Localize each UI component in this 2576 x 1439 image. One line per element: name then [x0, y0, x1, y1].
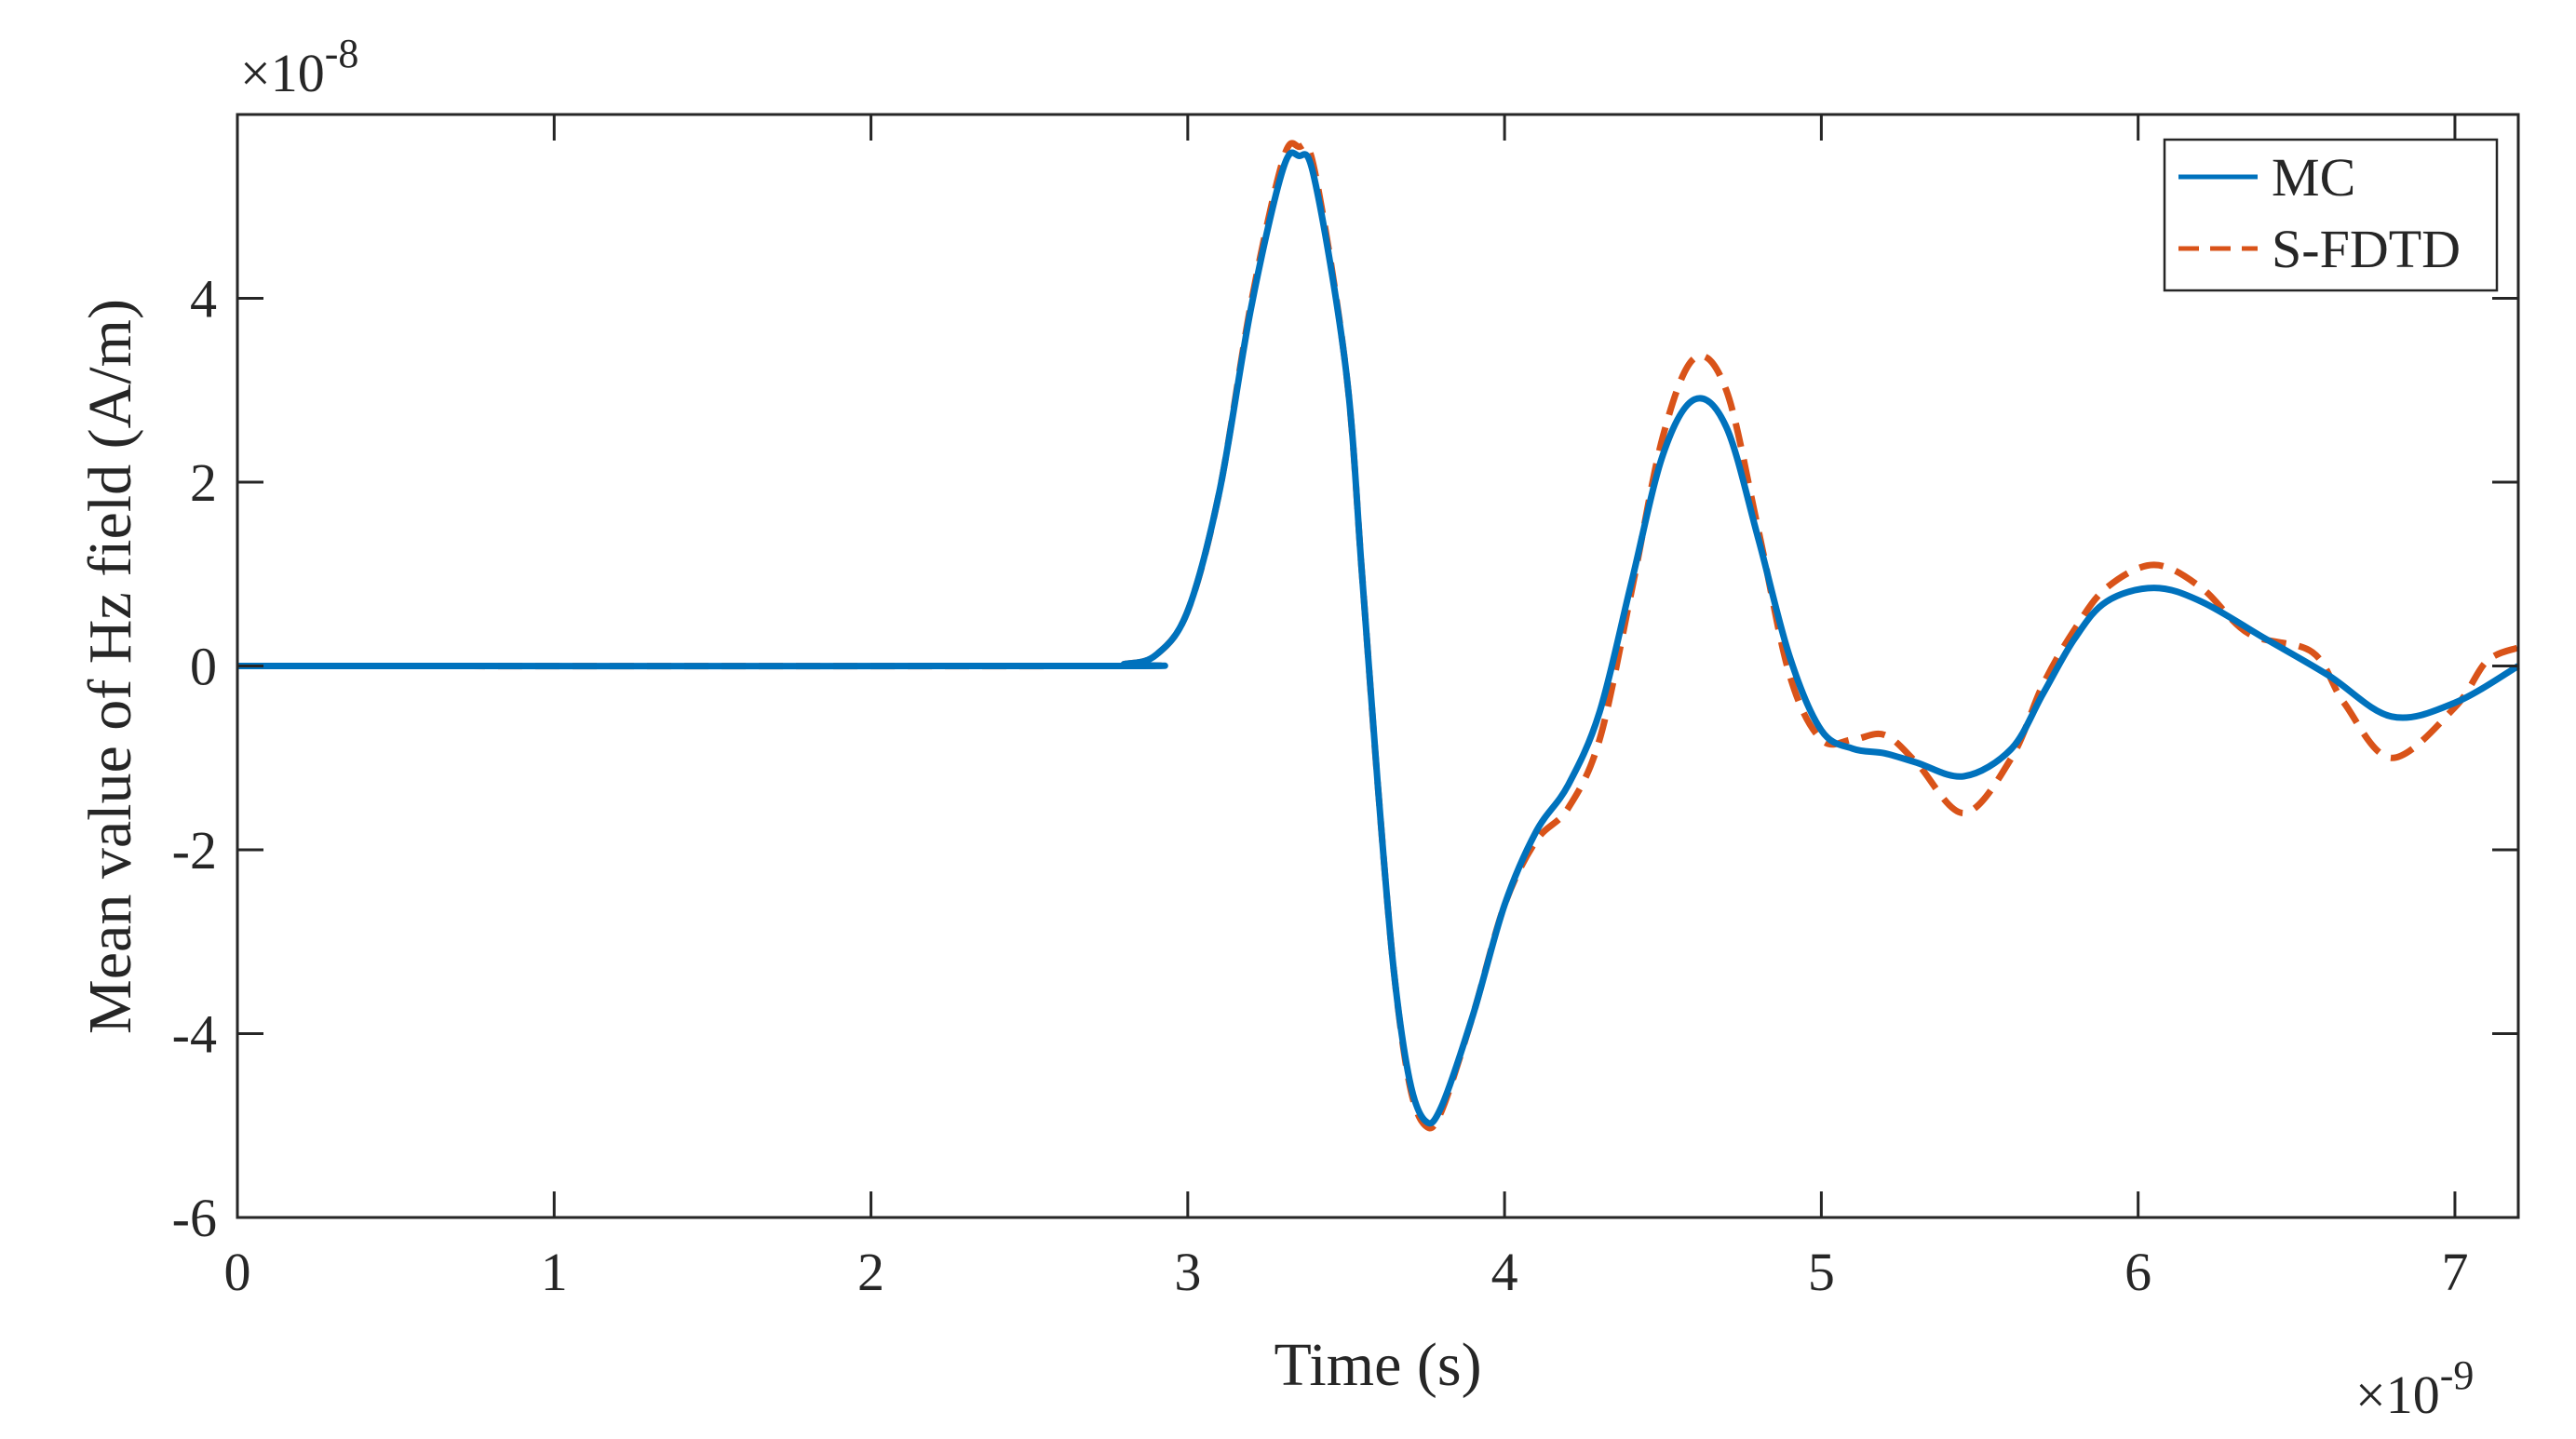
y-axis-label: Mean value of Hz field (A/m): [76, 299, 144, 1034]
y-multiplier-exponent: -8: [325, 31, 359, 76]
x-tick-label: 6: [2124, 1242, 2151, 1302]
y-multiplier-base: ×10: [240, 43, 325, 103]
y-tick-label: 2: [190, 452, 217, 513]
y-tick-label: -6: [172, 1188, 217, 1248]
legend-label-mc: MC: [2272, 147, 2355, 208]
x-tick-label: 5: [1808, 1242, 1835, 1302]
x-tick-label: 2: [857, 1242, 884, 1302]
legend-label-s-fdtd: S-FDTD: [2272, 219, 2461, 279]
x-tick-label: 4: [1491, 1242, 1518, 1302]
x-tick-label: 7: [2441, 1242, 2468, 1302]
y-axis-multiplier: ×10-8: [240, 31, 358, 103]
y-tick-label: 4: [190, 269, 217, 329]
x-multiplier-base: ×10: [2355, 1365, 2440, 1425]
x-multiplier-exponent: -9: [2440, 1352, 2475, 1398]
x-tick-label: 3: [1174, 1242, 1201, 1302]
y-tick-label: -4: [172, 1004, 217, 1065]
y-axis-ticks: -6 -4 -2 0 2 4: [172, 269, 2518, 1248]
x-axis-multiplier: ×10-9: [2355, 1352, 2474, 1425]
y-tick-label: 0: [190, 637, 217, 697]
x-axis-label: Time (s): [1274, 1331, 1481, 1399]
series-line-mc: [236, 149, 2520, 1127]
y-tick-label: -2: [172, 820, 217, 881]
series-line-s-fdtd: [236, 140, 2520, 1132]
x-tick-label: 1: [541, 1242, 568, 1302]
legend: MC S-FDTD: [2163, 138, 2499, 292]
x-axis-ticks: 0 1 2 3 4 5 6 7: [224, 114, 2468, 1302]
x-tick-label: 0: [224, 1242, 251, 1302]
series-layer: [236, 140, 2520, 1132]
legend-box: [2163, 138, 2499, 292]
